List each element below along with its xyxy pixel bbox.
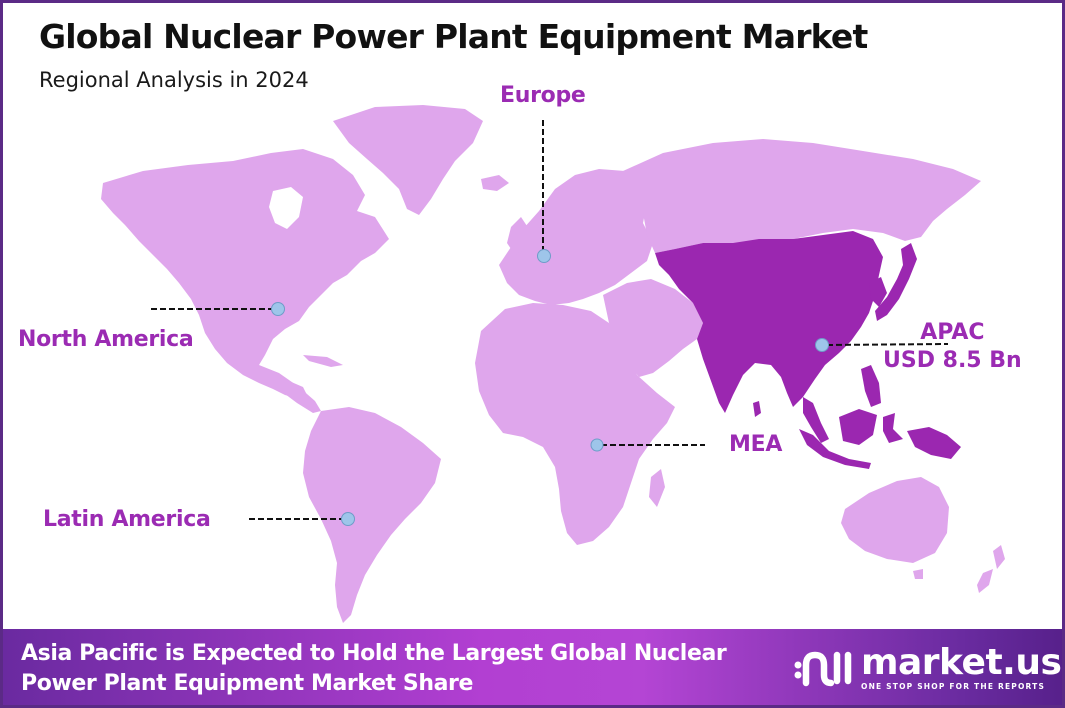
label-europe: Europe xyxy=(500,83,586,108)
world-map xyxy=(101,105,1005,623)
brand-logo[interactable]: market.us ONE STOP SHOP FOR THE REPORTS xyxy=(793,641,1062,691)
land-australia xyxy=(841,477,949,563)
land-europe xyxy=(499,169,653,305)
land-sumatra-java xyxy=(799,429,871,469)
land-malay-peninsula xyxy=(803,397,829,443)
footer-line-2: Power Plant Equipment Market Share xyxy=(21,671,473,696)
land-russia xyxy=(623,139,981,253)
brand-tagline: ONE STOP SHOP FOR THE REPORTS xyxy=(861,681,1046,691)
land-south-america xyxy=(303,407,441,623)
marker-north-america[interactable] xyxy=(271,302,285,316)
page-title: Global Nuclear Power Plant Equipment Mar… xyxy=(39,17,868,56)
label-latin-america: Latin America xyxy=(43,507,211,532)
land-sri-lanka xyxy=(753,401,761,417)
footer-line-1: Asia Pacific is Expected to Hold the Lar… xyxy=(21,641,727,666)
land-uk xyxy=(507,217,529,255)
land-apac-mainland xyxy=(655,231,883,413)
label-apac: APAC USD 8.5 Bn xyxy=(883,319,1022,375)
land-central-america xyxy=(259,365,321,413)
footer-banner: Asia Pacific is Expected to Hold the Lar… xyxy=(3,629,1062,705)
footer-headline: Asia Pacific is Expected to Hold the Lar… xyxy=(21,639,727,699)
label-apac-value: USD 8.5 Bn xyxy=(883,348,1022,373)
land-japan xyxy=(875,243,917,321)
market-us-logo-icon xyxy=(794,651,852,687)
marker-europe[interactable] xyxy=(537,249,551,263)
label-north-america: North America xyxy=(18,327,194,352)
hudson-bay xyxy=(269,187,303,229)
brand-name: market.us xyxy=(861,641,1062,683)
land-new-guinea xyxy=(907,427,961,459)
land-caribbean xyxy=(303,355,343,367)
land-africa xyxy=(475,303,675,545)
land-iceland xyxy=(481,175,509,191)
land-north-america xyxy=(101,149,389,399)
land-new-zealand xyxy=(977,545,1005,593)
label-mea: MEA xyxy=(729,432,783,457)
land-korea xyxy=(869,277,887,307)
marker-latin-america[interactable] xyxy=(341,512,355,526)
page-subtitle: Regional Analysis in 2024 xyxy=(39,68,309,92)
land-borneo xyxy=(839,409,877,445)
land-madagascar xyxy=(649,469,665,507)
marker-mea[interactable] xyxy=(590,438,604,452)
marker-apac[interactable] xyxy=(815,338,829,352)
label-apac-region: APAC xyxy=(920,320,985,345)
land-sulawesi xyxy=(883,413,903,443)
land-middle-east xyxy=(603,279,703,377)
land-greenland xyxy=(333,105,483,215)
land-philippines xyxy=(861,365,881,407)
land-tasmania xyxy=(913,569,923,579)
leader-line-apac xyxy=(826,343,949,346)
